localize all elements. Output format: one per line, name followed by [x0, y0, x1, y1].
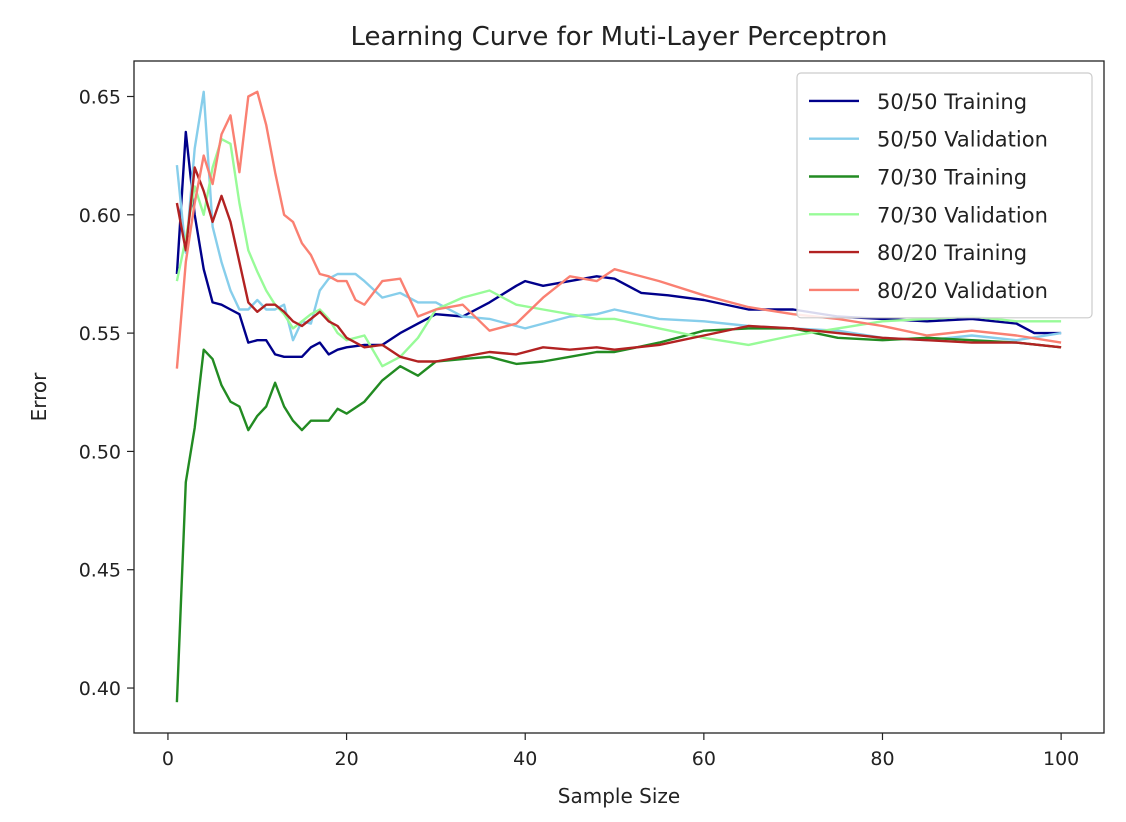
y-tick-label: 0.60 — [79, 205, 121, 227]
x-axis: 0 20 40 60 80 100 — [162, 733, 1079, 770]
y-axis: 0.40 0.45 0.50 0.55 0.60 0.65 — [79, 86, 134, 700]
x-tick-label: 100 — [1043, 748, 1079, 770]
x-tick-label: 0 — [162, 748, 174, 770]
series-line-0 — [175, 130, 1062, 358]
legend-label-5: 80/20 Validation — [877, 279, 1048, 303]
x-tick-label: 80 — [870, 748, 894, 770]
legend: 50/50 Training 50/50 Validation 70/30 Trai… — [796, 72, 1093, 319]
series-line-5 — [175, 90, 1062, 369]
legend-label-3: 70/30 Validation — [877, 203, 1048, 227]
y-axis-label: Error — [27, 372, 51, 422]
legend-label-2: 70/30 Training — [877, 166, 1027, 190]
legend-label-4: 80/20 Training — [877, 241, 1027, 265]
y-tick-label: 0.50 — [79, 441, 121, 463]
plot-frame — [133, 60, 1105, 734]
y-tick-label: 0.55 — [79, 323, 121, 345]
x-axis-label: Sample Size — [558, 784, 680, 808]
x-tick-label: 60 — [692, 748, 716, 770]
x-tick-label: 20 — [334, 748, 358, 770]
series-line-3 — [175, 137, 1062, 368]
series-line-2 — [175, 327, 1062, 703]
series-line-4 — [175, 166, 1062, 363]
y-tick-label: 0.40 — [79, 678, 121, 700]
y-tick-label: 0.45 — [79, 560, 121, 582]
x-tick-label: 40 — [513, 748, 537, 770]
legend-label-1: 50/50 Validation — [877, 128, 1048, 152]
chart-title: Learning Curve for Muti-Layer Perceptron — [351, 22, 888, 52]
legend-label-0: 50/50 Training — [877, 90, 1027, 114]
y-tick-label: 0.65 — [79, 86, 121, 108]
legend-box — [796, 72, 1093, 319]
plot-area — [175, 90, 1062, 703]
series-line-1 — [175, 90, 1062, 342]
